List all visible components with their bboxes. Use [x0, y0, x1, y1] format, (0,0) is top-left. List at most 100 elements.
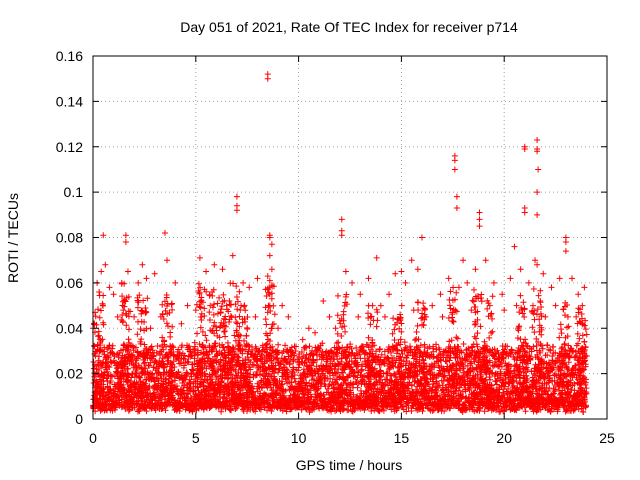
roti-point: [458, 348, 465, 355]
roti-point: [232, 368, 239, 375]
roti-point: [132, 344, 139, 351]
roti-point: [319, 340, 326, 347]
roti-point: [443, 358, 450, 365]
roti-point: [408, 407, 415, 414]
roti-point: [264, 407, 271, 414]
roti-point: [218, 404, 225, 411]
roti-point: [327, 375, 334, 382]
roti-point: [328, 365, 335, 372]
roti-point: [522, 408, 529, 415]
roti-point: [153, 387, 160, 394]
roti-point: [168, 389, 175, 396]
roti-point: [318, 380, 325, 387]
roti-point: [459, 355, 466, 362]
roti-point: [291, 352, 298, 359]
roti-point: [107, 377, 114, 384]
roti-point: [122, 298, 129, 305]
roti-point: [188, 373, 195, 380]
roti-point: [539, 358, 546, 365]
roti-point: [545, 346, 552, 353]
roti-point: [105, 363, 112, 370]
roti-point: [399, 403, 406, 410]
roti-point: [565, 359, 572, 366]
roti-point: [500, 355, 507, 362]
roti-point: [378, 373, 385, 380]
roti-point: [545, 359, 552, 366]
roti-point: [359, 361, 366, 368]
roti-point: [134, 304, 141, 311]
roti-point: [158, 399, 165, 406]
roti-point: [103, 375, 110, 382]
roti-point: [185, 359, 192, 366]
roti-point: [537, 349, 544, 356]
roti-point: [115, 393, 122, 400]
roti-point: [282, 370, 289, 377]
roti-point: [275, 341, 282, 348]
roti-point: [233, 405, 240, 412]
roti-point: [433, 387, 440, 394]
roti-point: [462, 388, 469, 395]
roti-point: [388, 377, 395, 384]
roti-point: [302, 359, 309, 366]
roti-point: [119, 318, 126, 325]
roti-point: [310, 359, 317, 366]
roti-point: [460, 340, 467, 347]
roti-point: [171, 363, 178, 370]
roti-point: [443, 347, 450, 354]
roti-point: [387, 349, 394, 356]
roti-point: [184, 358, 191, 365]
roti-point: [254, 353, 261, 360]
roti-point: [96, 353, 103, 360]
roti-point: [508, 347, 515, 354]
roti-point: [179, 342, 186, 349]
roti-point: [505, 385, 512, 392]
roti-point: [395, 369, 402, 376]
roti-point: [503, 402, 510, 409]
data-points: [90, 71, 590, 416]
roti-point: [275, 349, 282, 356]
roti-point: [175, 369, 182, 376]
roti-point: [334, 381, 341, 388]
roti-point: [104, 346, 111, 353]
roti-point: [468, 360, 475, 367]
roti-point: [125, 336, 132, 343]
roti-point: [378, 351, 385, 358]
roti-point: [465, 345, 472, 352]
roti-point: [150, 352, 157, 359]
roti-point: [90, 405, 97, 412]
roti-point: [169, 343, 176, 350]
roti-point: [441, 408, 448, 415]
roti-point: [349, 366, 356, 373]
roti-point: [418, 350, 425, 357]
roti-point: [315, 402, 322, 409]
roti-point: [258, 351, 265, 358]
roti-point: [436, 346, 443, 353]
roti-point: [571, 387, 578, 394]
roti-point: [430, 353, 437, 360]
roti-point: [376, 346, 383, 353]
roti-point: [550, 343, 557, 350]
roti-point: [283, 408, 290, 415]
roti-point: [199, 389, 206, 396]
roti-point: [290, 357, 297, 364]
roti-point: [205, 355, 212, 362]
roti-point: [186, 343, 193, 350]
roti-point: [527, 357, 534, 364]
roti-point: [350, 391, 357, 398]
roti-point: [309, 352, 316, 359]
roti-point: [173, 385, 180, 392]
roti-point: [546, 385, 553, 392]
roti-point: [90, 359, 97, 366]
roti-point: [429, 407, 436, 414]
roti-point: [403, 408, 410, 415]
roti-point: [524, 367, 531, 374]
roti-point: [95, 332, 102, 339]
roti-point: [268, 408, 275, 415]
roti-point: [287, 356, 294, 363]
roti-point: [348, 345, 355, 352]
roti-point: [528, 348, 535, 355]
roti-point: [185, 391, 192, 398]
roti-point: [129, 371, 136, 378]
roti-point: [401, 339, 408, 346]
roti-point: [263, 358, 270, 365]
